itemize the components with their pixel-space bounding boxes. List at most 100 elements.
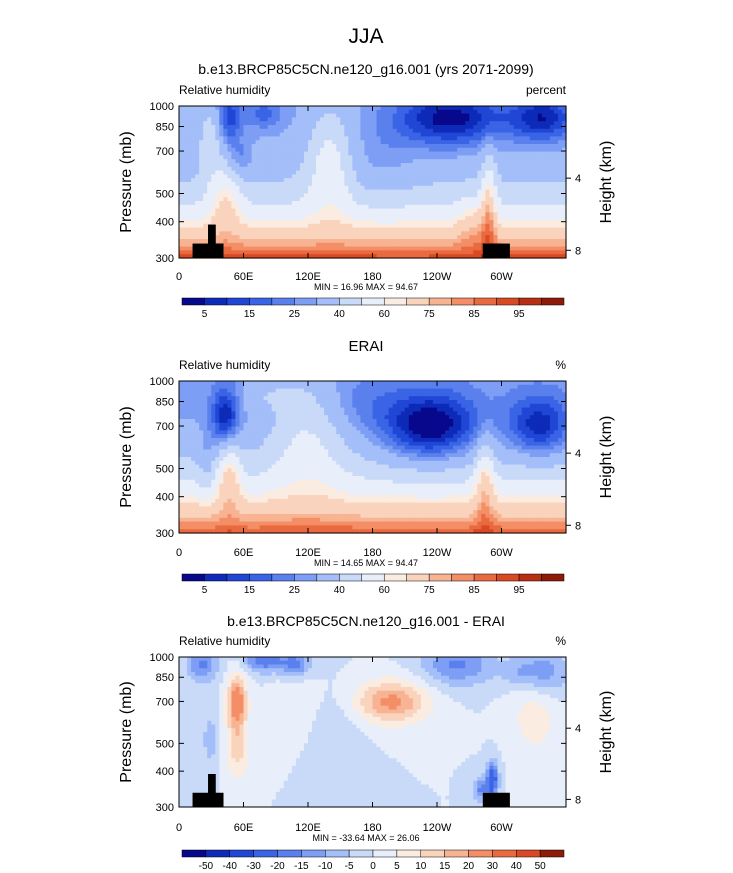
heatmap-cell (537, 246, 543, 251)
heatmap-cell (235, 422, 241, 428)
heatmap-cell (239, 163, 245, 168)
heatmap-cell (368, 246, 374, 251)
heatmap-cell (328, 381, 333, 386)
heatmap-cell (545, 144, 551, 149)
heatmap-cell (541, 381, 547, 386)
heatmap-cell (183, 189, 188, 194)
heatmap-cell (368, 132, 374, 137)
heatmap-cell (404, 140, 410, 145)
heatmap-cell (348, 419, 353, 424)
heatmap-cell (477, 178, 482, 183)
heatmap-cell (340, 388, 345, 393)
heatmap-cell (541, 246, 547, 251)
heatmap-cell (247, 422, 253, 428)
heatmap-cell (553, 216, 559, 221)
heatmap-cell (424, 155, 430, 160)
heatmap-cell (344, 392, 349, 397)
heatmap-cell (299, 250, 305, 255)
heatmap-cell (412, 132, 418, 137)
heatmap-cell (428, 384, 434, 390)
heatmap-cell (432, 204, 438, 210)
heatmap-cell (368, 185, 374, 191)
heatmap-cell (263, 121, 269, 126)
heatmap-cell (517, 144, 523, 149)
heatmap-cell (461, 216, 466, 221)
heatmap-cell (223, 411, 228, 416)
heatmap-cell (287, 113, 293, 118)
heatmap-cell (420, 201, 426, 206)
heatmap-cell (287, 132, 293, 137)
heatmap-cell (312, 128, 317, 134)
heatmap-cell (239, 166, 245, 172)
heatmap-cell (477, 166, 482, 172)
heatmap-cell (380, 254, 386, 259)
heatmap-cell (299, 159, 305, 164)
heatmap-cell (243, 223, 249, 229)
heatmap-cell (247, 246, 253, 251)
heatmap-cell (291, 396, 297, 401)
heatmap-cell (223, 155, 228, 160)
heatmap-cell (428, 151, 434, 156)
heatmap-cell (380, 392, 386, 397)
heatmap-cell (469, 125, 474, 130)
heatmap-cell (336, 239, 341, 244)
heatmap-cell (291, 246, 297, 251)
heatmap-cell (505, 216, 511, 221)
heatmap-cell (275, 400, 281, 405)
heatmap-cell (469, 117, 474, 122)
heatmap-cell (303, 400, 309, 405)
heatmap-cell (352, 407, 357, 412)
heatmap-cell (372, 159, 378, 164)
heatmap-cell (537, 155, 543, 160)
heatmap-cell (195, 117, 200, 122)
heatmap-cell (517, 246, 523, 251)
heatmap-cell (545, 117, 551, 122)
heatmap-cell (400, 121, 406, 126)
heatmap-cell (295, 235, 301, 240)
heatmap-cell (191, 227, 196, 232)
heatmap-cell (195, 231, 200, 236)
heatmap-cell (380, 185, 386, 191)
heatmap-cell (445, 403, 450, 409)
heatmap-cell (533, 106, 539, 111)
heatmap-cell (340, 415, 345, 420)
heatmap-cell (408, 113, 414, 118)
heatmap-cell (521, 117, 527, 122)
heatmap-cell (457, 163, 462, 168)
y-tick-label: 500 (156, 189, 174, 201)
heatmap-cell (267, 419, 273, 424)
heatmap-cell (396, 121, 402, 126)
heatmap-cell (553, 415, 559, 420)
heatmap-cell (255, 193, 261, 198)
heatmap-cell (553, 155, 559, 160)
heatmap-cell (428, 109, 434, 115)
heatmap-cell (283, 106, 289, 111)
heatmap-cell (187, 170, 192, 175)
heatmap-cell (271, 147, 277, 153)
heatmap-cell (561, 128, 567, 134)
heatmap-cell (332, 242, 337, 248)
heatmap-cell (493, 125, 499, 130)
heatmap-cell (223, 381, 228, 386)
heatmap-cell (291, 235, 297, 240)
heatmap-cell (408, 388, 414, 393)
heatmap-cell (207, 159, 212, 164)
heatmap-cell (521, 189, 527, 194)
heatmap-cell (465, 242, 470, 248)
heatmap-cell (485, 384, 491, 390)
heatmap-cell (529, 109, 535, 115)
heatmap-cell (332, 166, 337, 172)
heatmap-cell (461, 212, 466, 217)
heatmap-cell (356, 197, 362, 202)
heatmap-cell (453, 208, 458, 213)
heatmap-cell (465, 113, 470, 118)
heatmap-cell (537, 400, 543, 405)
heatmap-cell (441, 419, 446, 424)
heatmap-cell (324, 204, 329, 210)
heatmap-cell (549, 155, 555, 160)
heatmap-cell (344, 396, 349, 401)
heatmap-cell (223, 231, 228, 236)
heatmap-cell (328, 212, 333, 217)
heatmap-cell (400, 163, 406, 168)
heatmap-cell (316, 136, 321, 141)
